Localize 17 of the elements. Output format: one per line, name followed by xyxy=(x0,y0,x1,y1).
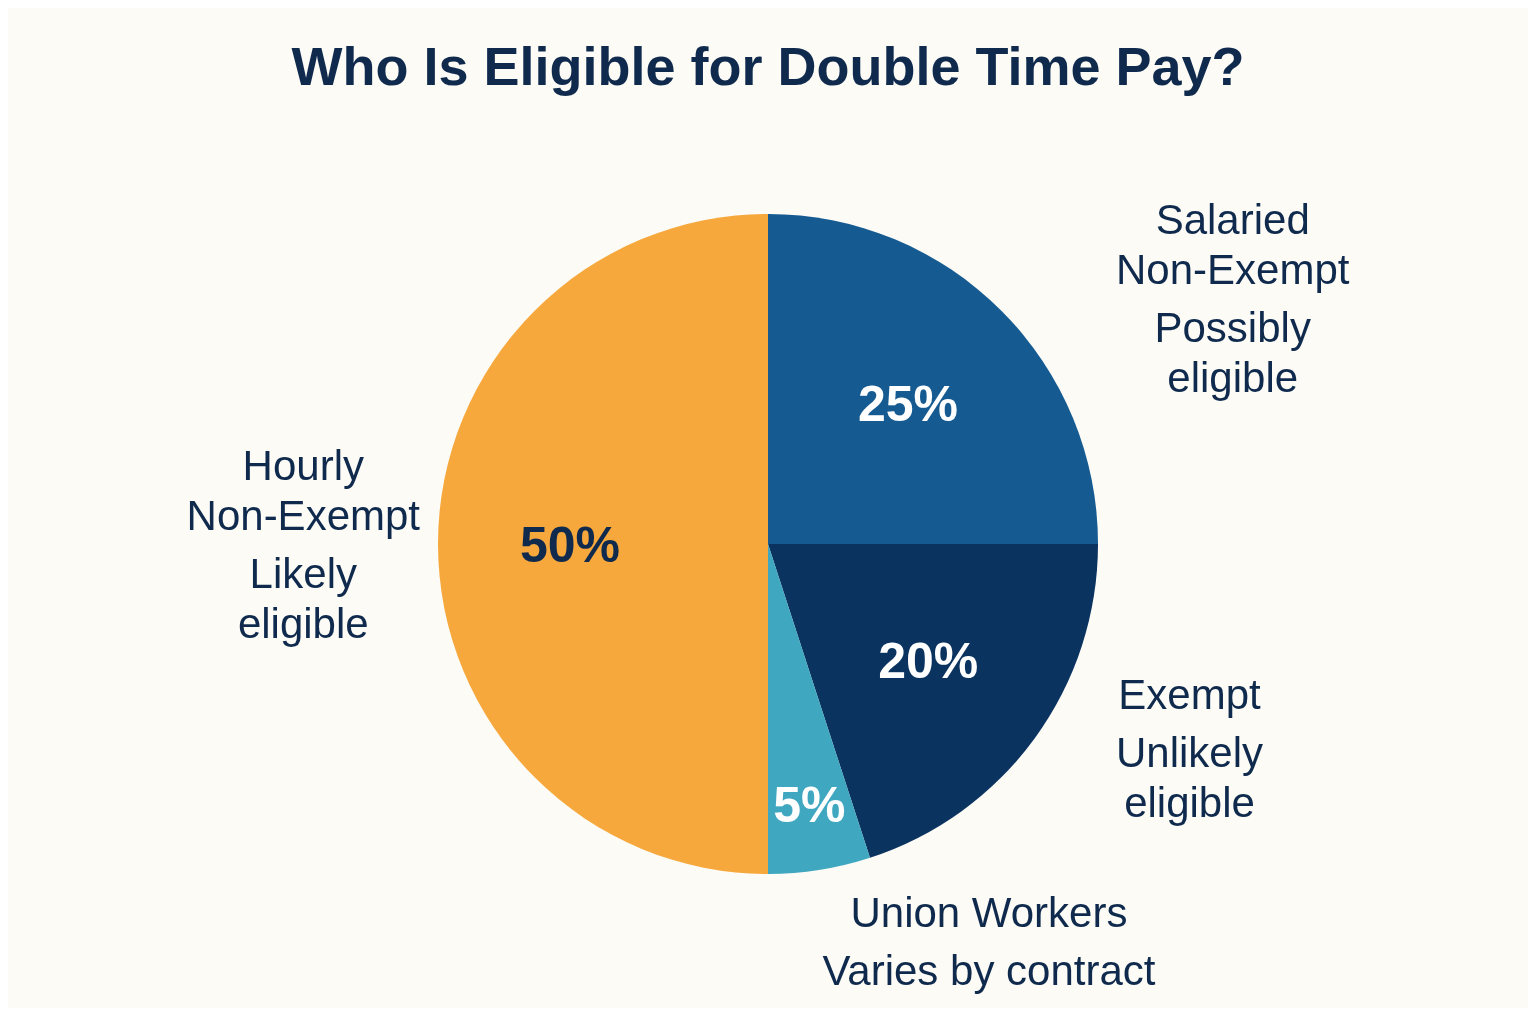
text: Varies by contract xyxy=(822,947,1156,995)
text: Possibly eligible xyxy=(1154,303,1311,401)
pie-slice xyxy=(768,544,870,874)
text: Likely eligible xyxy=(237,549,369,647)
data-label: 50% xyxy=(519,516,621,573)
text: Unlikely eligible xyxy=(1116,729,1264,827)
pie-slice xyxy=(438,214,768,874)
chart-title: Who Is Eligible for Double Time Pay? xyxy=(290,35,1246,98)
slice-label: Exempt xyxy=(1118,671,1262,719)
slice-label: Hourly Non-Exempt xyxy=(186,441,421,539)
data-label: 25% xyxy=(857,376,959,433)
slice-label: Salaried Non-Exempt xyxy=(1116,195,1350,293)
data-label: 20% xyxy=(878,632,979,689)
data-label: 5% xyxy=(773,777,846,834)
pie-slice xyxy=(768,214,1098,544)
pie-slice xyxy=(768,544,1098,858)
slice-label: Union Workers xyxy=(850,889,1128,937)
